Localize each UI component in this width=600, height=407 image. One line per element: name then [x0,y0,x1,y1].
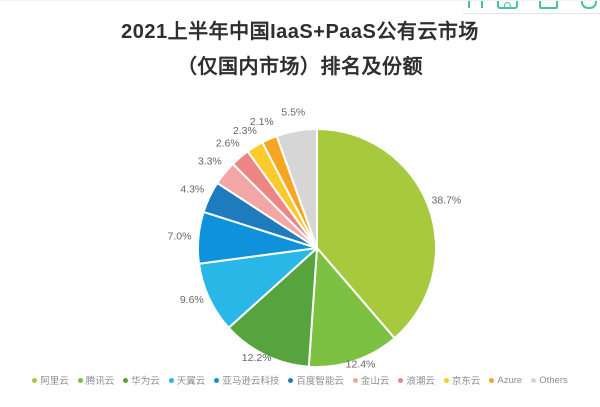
legend-item-azure: Azure [489,375,522,386]
legend-dot [77,377,83,383]
pie-slice-label-9: 2.1% [250,116,274,128]
legend-dot [214,377,220,383]
pie-slice-0 [316,128,437,340]
pie-slice-label-3: 9.6% [180,294,204,306]
legend-dot [398,377,404,383]
browser-toolbar-fragment [0,1,600,17]
legend-item-inspur: 浪潮云 [398,373,435,387]
toolbar-divider [463,13,600,14]
legend-label: 华为云 [131,376,160,387]
legend-dot [168,377,174,383]
brackets-icon[interactable] [468,1,483,8]
page-title-line2: （仅国内市场）排名及份额 [177,56,423,78]
pie-slice-label-10: 5.5% [281,107,305,119]
pie-slice-label-1: 12.4% [346,358,376,370]
legend-label: Others [539,374,568,386]
window-icon[interactable] [539,1,558,9]
legend-label: Azure [497,374,523,386]
legend-label: 天翼云 [176,376,206,387]
pie-slice-label-6: 3.3% [198,156,222,168]
pie-slice-label-5: 4.3% [180,183,204,195]
chart-header: 2021上半年中国IaaS+PaaS公有云市场 （仅国内市场）排名及份额 [0,15,600,85]
pie-slice-1 [307,247,396,368]
pie-slice-10 [275,127,318,249]
pie-slice-label-7: 2.6% [216,137,240,149]
legend-item-aws: 亚马逊云科技 [214,373,279,387]
legend-label: 浪潮云 [406,376,435,387]
legend-label: 亚马逊云科技 [222,376,280,387]
chart-legend: 阿里云 腾讯云 华为云 天翼云 亚马逊云科技 百度智能云 金山云 浪潮云 京东云… [0,373,600,387]
legend-item-tencent: 腾讯云 [77,373,115,387]
legend-dot [32,377,38,383]
legend-label: 阿里云 [40,376,69,387]
page-title-line1: 2021上半年中国IaaS+PaaS公有云市场 [121,21,479,43]
legend-item-tianyi: 天翼云 [168,373,206,387]
legend-item-others: Others [531,375,568,386]
legend-dot [352,377,358,383]
tag-icon[interactable] [497,1,518,9]
legend-dot [443,377,449,383]
legend-item-baidu: 百度智能云 [288,373,344,387]
pie-slice-2 [227,247,318,368]
pie-slice-label-0: 38.7% [432,195,462,207]
legend-dot [489,377,495,383]
legend-item-kingsoft: 金山云 [352,373,390,387]
pie-slice-label-4: 7.0% [168,230,192,242]
legend-label: 金山云 [360,376,390,387]
legend-label: 腾讯云 [85,376,115,387]
legend-label: 百度智能云 [296,376,344,387]
legend-dot [531,377,537,383]
legend-label: 京东云 [451,376,481,387]
legend-dot [288,377,294,383]
legend-item-huawei: 华为云 [123,373,160,387]
pie-slice-label-8: 2.3% [233,125,257,137]
pie-slice-label-2: 12.2% [242,352,272,364]
legend-dot [123,377,129,383]
share-icon[interactable] [581,1,597,9]
legend-item-jd: 京东云 [443,373,481,387]
legend-item-alibaba: 阿里云 [32,373,69,387]
